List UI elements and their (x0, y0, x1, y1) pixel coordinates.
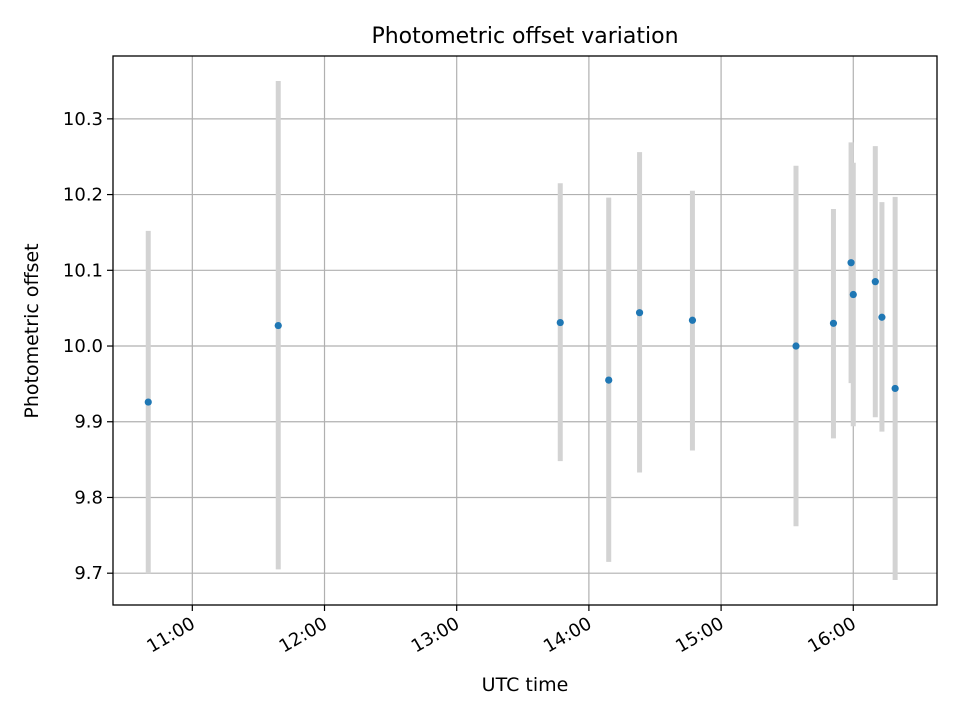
x-tick-label: 15:00 (672, 613, 727, 657)
data-point (871, 278, 879, 286)
data-point (556, 318, 564, 327)
y-axis-label: Photometric offset (21, 243, 43, 418)
y-tick-label: 10.2 (63, 185, 103, 206)
data-point (878, 313, 886, 321)
grid (113, 56, 937, 605)
y-tick-label: 10.0 (63, 336, 103, 357)
x-tick-label: 13:00 (408, 613, 463, 657)
y-tick-label: 10.3 (63, 109, 103, 130)
errorbars (145, 80, 898, 581)
data-point (829, 319, 838, 327)
y-tick-label: 9.8 (74, 487, 103, 508)
y-tick-label: 9.7 (74, 563, 103, 584)
data-point (144, 398, 152, 406)
plot-frame (112, 55, 938, 606)
x-tick-label: 16:00 (804, 613, 859, 657)
x-tick-label: 14:00 (540, 613, 595, 657)
data-point (847, 259, 855, 267)
data-point (635, 309, 644, 317)
data-point (605, 376, 613, 384)
data-point (688, 316, 697, 324)
x-tick-label: 12:00 (276, 613, 331, 657)
x-axis-label: UTC time (482, 674, 569, 696)
data-point (849, 290, 857, 299)
data-point (792, 342, 800, 350)
chart-title: Photometric offset variation (371, 24, 678, 49)
x-tick-label: 11:00 (143, 613, 198, 657)
y-tick-label: 10.1 (63, 260, 103, 281)
data-point (891, 384, 899, 393)
data-points (144, 259, 899, 406)
data-point (274, 321, 282, 330)
axis-ticks: 11:00 12:00 13:00 14:00 15:00 16:00 9.7 9.8 9.9 1… (63, 109, 860, 657)
y-tick-label: 9.9 (74, 412, 103, 433)
